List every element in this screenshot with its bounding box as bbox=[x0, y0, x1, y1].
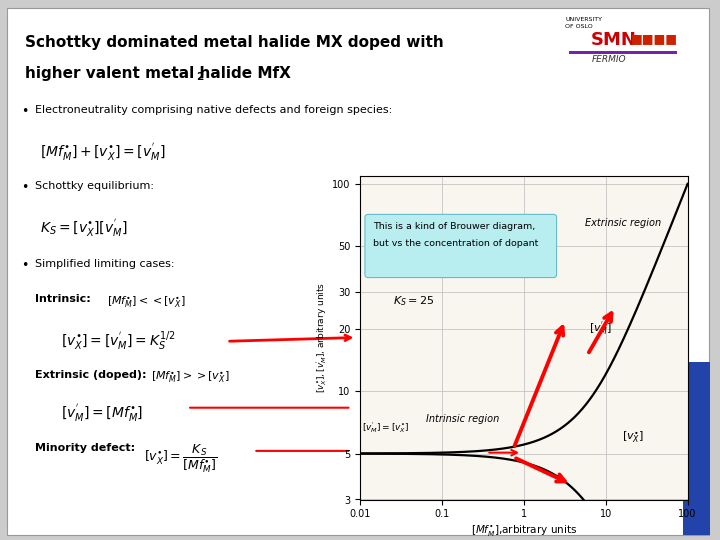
Text: FERMIO: FERMIO bbox=[592, 55, 626, 64]
Text: Minority defect:: Minority defect: bbox=[35, 443, 135, 453]
Text: SMN: SMN bbox=[590, 31, 636, 49]
Text: $[v_M^{'}]=[Mf_M^{\bullet}]$: $[v_M^{'}]=[Mf_M^{\bullet}]$ bbox=[61, 402, 143, 424]
Text: $[Mf_M^{\bullet}]<<[v_X^{\bullet}]$: $[Mf_M^{\bullet}]<<[v_X^{\bullet}]$ bbox=[107, 294, 185, 310]
Text: Schottky equilibrium:: Schottky equilibrium: bbox=[35, 181, 153, 191]
Text: $[v_X^{\bullet}]$: $[v_X^{\bullet}]$ bbox=[622, 430, 644, 446]
Text: •: • bbox=[22, 259, 29, 272]
Text: UNIVERSITY: UNIVERSITY bbox=[565, 17, 602, 22]
Text: •: • bbox=[22, 181, 29, 194]
Text: Schottky dominated metal halide MX doped with: Schottky dominated metal halide MX doped… bbox=[25, 35, 444, 50]
Text: Intrinsic:: Intrinsic: bbox=[35, 294, 90, 305]
Text: Intrinsic region: Intrinsic region bbox=[426, 414, 499, 424]
Bar bbox=[683, 362, 710, 535]
Text: OF OSLO: OF OSLO bbox=[565, 24, 593, 29]
Text: Simplified limiting cases:: Simplified limiting cases: bbox=[35, 259, 174, 269]
Text: This is a kind of Brouwer diagram,: This is a kind of Brouwer diagram, bbox=[373, 222, 536, 232]
Y-axis label: $[v_X^{\bullet}],[v_M^{'}]$, arbitrary units: $[v_X^{\bullet}],[v_M^{'}]$, arbitrary u… bbox=[314, 282, 329, 393]
Text: $K_S=25$: $K_S=25$ bbox=[393, 294, 434, 308]
Text: $[v_M^{'}]$: $[v_M^{'}]$ bbox=[589, 320, 613, 337]
Text: $[Mf_M^{\bullet}]+[v_X^{\bullet}]=[v_M^{'}]$: $[Mf_M^{\bullet}]+[v_X^{\bullet}]=[v_M^{… bbox=[40, 141, 165, 163]
Text: Extrinsic (doped):: Extrinsic (doped): bbox=[35, 370, 146, 380]
FancyBboxPatch shape bbox=[365, 214, 557, 278]
Text: $[v_X^{\bullet}]=\dfrac{K_S}{[Mf_M^{\bullet}]}$: $[v_X^{\bullet}]=\dfrac{K_S}{[Mf_M^{\bul… bbox=[144, 443, 217, 475]
Text: $K_S = [v_X^{\bullet}][v_M^{'}]$: $K_S = [v_X^{\bullet}][v_M^{'}]$ bbox=[40, 217, 127, 239]
Text: Electroneutrality comprising native defects and foreign species:: Electroneutrality comprising native defe… bbox=[35, 105, 392, 116]
Bar bbox=[569, 51, 677, 54]
Text: Extrinsic region: Extrinsic region bbox=[585, 218, 662, 228]
Text: ■■■■: ■■■■ bbox=[631, 32, 678, 45]
Text: $[v_X^{\bullet}]=[v_M^{'}]=K_S^{1/2}$: $[v_X^{\bullet}]=[v_M^{'}]=K_S^{1/2}$ bbox=[61, 329, 176, 352]
Text: but vs the concentration of dopant: but vs the concentration of dopant bbox=[373, 239, 539, 248]
X-axis label: $[Mf_M^{\bullet}]$,arbitrary units: $[Mf_M^{\bullet}]$,arbitrary units bbox=[471, 523, 577, 538]
Text: •: • bbox=[22, 105, 29, 118]
Text: $[Mf_M^{\bullet}]>>[v_X^{\bullet}]$: $[Mf_M^{\bullet}]>>[v_X^{\bullet}]$ bbox=[151, 370, 230, 386]
Text: $[v_M^{'}]=[v_X^{\bullet}]$: $[v_M^{'}]=[v_X^{\bullet}]$ bbox=[361, 420, 409, 435]
Text: 2: 2 bbox=[196, 72, 203, 83]
Text: higher valent metal halide MfX: higher valent metal halide MfX bbox=[25, 66, 291, 81]
